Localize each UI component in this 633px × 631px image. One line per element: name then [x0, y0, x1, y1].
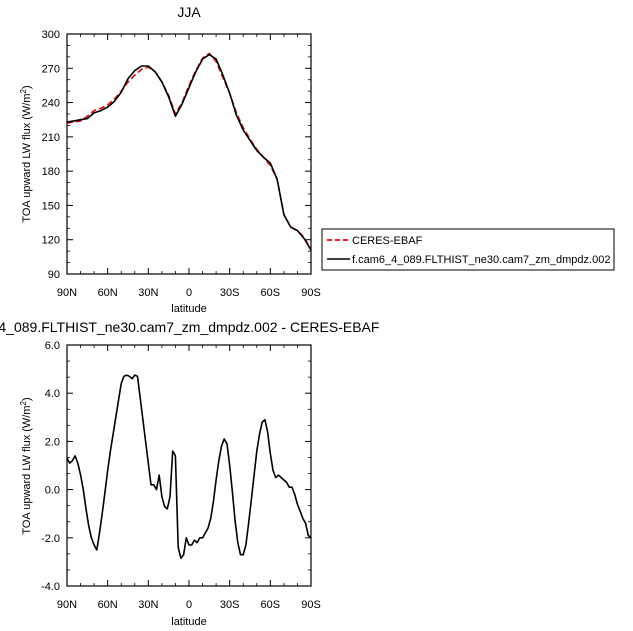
top-y-tick-label: 180: [42, 166, 60, 178]
top-y-tick-label: 240: [42, 98, 60, 110]
bottom-x-tick-label: 30S: [220, 599, 240, 611]
top-series-line-0: [66, 52, 312, 251]
top-y-tick-label: 120: [42, 235, 60, 247]
bottom-x-tick-label: 0: [186, 599, 192, 611]
top-x-tick-label: 60N: [98, 287, 118, 299]
top-plot-frame: [66, 33, 312, 275]
bottom-y-tick-label: 4.0: [45, 388, 60, 400]
top-chart-title: JJA: [177, 4, 201, 20]
top-x-tick-label: 30N: [138, 287, 158, 299]
legend-label-model: f.cam6_4_089.FLTHIST_ne30.cam7_zm_dmpdz.…: [352, 254, 610, 266]
bottom-y-axis-label: TOA upward LW flux (W/m2): [19, 397, 33, 534]
top-y-tick-label: 210: [42, 132, 60, 144]
top-x-tick-label: 90N: [57, 287, 77, 299]
bottom-y-tick-label: 2.0: [45, 436, 60, 448]
bottom-axis-ticks: -4.0 -2.0 0.0 2.0 4.0 6.0 90N 60N 30N 0 30S 60S 90S: [41, 340, 321, 611]
top-y-tick-label: 270: [42, 63, 60, 75]
bottom-series-line-0: [66, 374, 312, 560]
bottom-series-group: [66, 374, 312, 560]
bottom-panel: f.cam6_4_089.FLTHIST_ne30.cam7_zm_dmpdz.…: [0, 319, 379, 628]
top-x-tick-label: 90S: [301, 287, 321, 299]
top-x-tick-label: 30S: [220, 287, 240, 299]
top-series-line-1: [66, 53, 312, 251]
bottom-x-tick-label: 60S: [261, 599, 281, 611]
bottom-y-tick-label: 0.0: [45, 485, 60, 497]
top-y-tick-label: 150: [42, 200, 60, 212]
legend-label-ceres: CERES-EBAF: [352, 235, 423, 247]
bottom-plot-frame: [66, 344, 312, 587]
bottom-x-axis-label: latitude: [171, 616, 206, 628]
bottom-y-tick-label: 6.0: [45, 340, 60, 352]
bottom-x-tick-label: 60N: [98, 599, 118, 611]
top-y-axis-label: TOA upward LW flux (W/m2): [19, 85, 33, 222]
top-y-tick-label: 90: [48, 269, 60, 281]
bottom-y-tick-label: -2.0: [41, 533, 60, 545]
top-y-tick-label: 300: [42, 29, 60, 41]
bottom-x-tick-label: 30N: [138, 599, 158, 611]
legend: CERES-EBAF f.cam6_4_089.FLTHIST_ne30.cam…: [321, 228, 615, 271]
top-x-tick-label: 0: [186, 287, 192, 299]
top-panel: JJA 90 120 150 180 210 240 270 300 90N 60N 30N 0 30S…: [19, 4, 321, 315]
bottom-y-tick-label: -4.0: [41, 581, 60, 593]
top-axis-ticks: 90 120 150 180 210 240 270 300 90N 60N 30N 0 30S 60S 9…: [42, 29, 321, 299]
bottom-x-tick-label: 90N: [57, 599, 77, 611]
bottom-chart-title: f.cam6_4_089.FLTHIST_ne30.cam7_zm_dmpdz.…: [0, 319, 379, 335]
top-x-tick-label: 60S: [261, 287, 281, 299]
top-x-axis-label: latitude: [171, 303, 206, 315]
legend-box: [321, 228, 615, 271]
top-series-group: [66, 52, 312, 251]
bottom-x-tick-label: 90S: [301, 599, 321, 611]
